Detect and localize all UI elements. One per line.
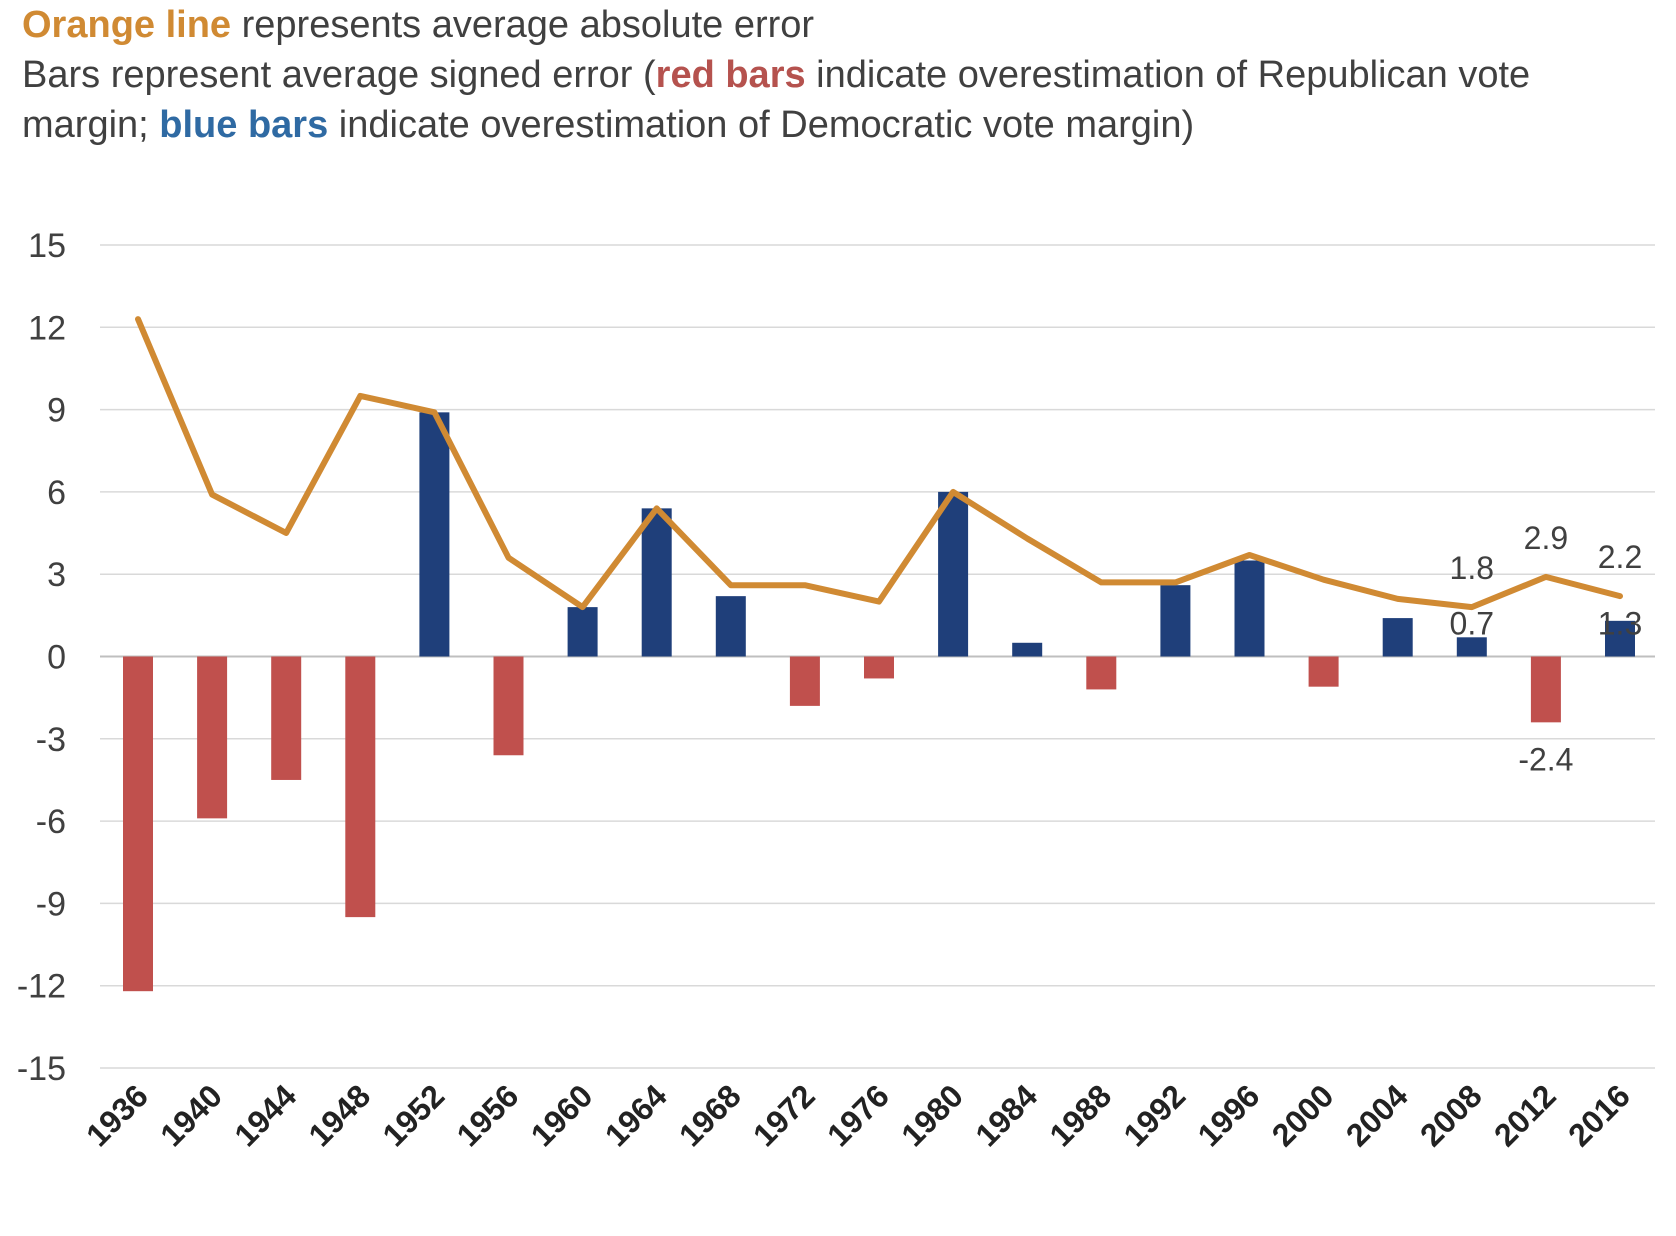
bar-1984 [1012,642,1043,657]
bar-2012 [1530,656,1561,723]
y-tick-label: 9 [47,392,66,430]
x-axis-ticks: 1936194019441948195219561960196419681972… [79,1077,1637,1153]
data-label-bar-2016: 1.3 [1598,606,1642,642]
x-tick-label: 1944 [227,1077,303,1153]
data-label-line-2016: 2.2 [1598,539,1642,575]
bar-1972 [789,656,820,706]
data-label-line-2008: 1.8 [1450,550,1494,586]
bar-1956 [493,656,524,756]
x-tick-label: 1952 [376,1077,452,1153]
absolute-error-line [135,316,1623,611]
bar-2004 [1382,618,1413,657]
x-tick-label: 1960 [524,1077,600,1153]
x-tick-label: 1972 [746,1077,822,1153]
bar-1936 [123,656,153,992]
y-tick-label: 12 [28,309,66,347]
x-tick-label: 1948 [301,1077,377,1153]
x-tick-label: 1988 [1042,1077,1118,1153]
y-tick-label: -15 [17,1050,66,1088]
x-tick-label: 1992 [1117,1077,1193,1153]
y-tick-label: -3 [36,721,66,759]
legend-text: Orange line represents average absolute … [22,0,1662,150]
bar-1944 [271,656,302,780]
bar-1964 [641,508,672,657]
bar-2000 [1308,656,1339,687]
x-tick-label: 2016 [1561,1077,1637,1153]
y-tick-label: -6 [36,803,66,841]
x-tick-label: 1976 [820,1077,896,1153]
x-tick-label: 2004 [1339,1077,1415,1153]
bar-1996 [1234,560,1265,657]
x-tick-label: 1940 [153,1077,229,1153]
data-labels: 1.8 2.9 2.2 0.7 1.3 -2.4 [1450,520,1643,777]
legend-blue-bars-label: blue bars [159,104,329,146]
bar-2016 [1605,620,1635,657]
bar-1980 [938,491,969,657]
bar-1960 [567,607,598,657]
legend-red-bars-label: red bars [655,54,806,96]
legend-line-1-text: represents average absolute error [231,4,815,46]
bar-1992 [1160,585,1191,657]
x-tick-label: 2008 [1413,1077,1489,1153]
legend-line-2: Bars represent average signed error (red… [22,50,1662,150]
data-label-bar-2012: -2.4 [1518,741,1573,777]
bar-1988 [1086,656,1117,690]
x-tick-label: 1936 [79,1077,155,1153]
x-tick-label: 1968 [672,1077,748,1153]
y-axis-ticks: 15 12 9 6 3 0 -3 -6 -9 -12 -15 [17,227,66,1088]
y-tick-label: 6 [47,474,66,512]
bar-2008 [1456,637,1487,657]
x-tick-label: 1964 [598,1077,674,1153]
x-tick-label: 2000 [1265,1077,1341,1153]
legend-orange-line-label: Orange line [22,4,232,46]
x-tick-label: 1996 [1191,1077,1267,1153]
legend-line-2-text-a: Bars represent average signed error ( [22,54,656,96]
absolute-error-polyline [135,316,1623,611]
y-tick-label: -12 [17,968,66,1006]
data-label-bar-2008: 0.7 [1450,606,1494,642]
bar-1940 [197,656,228,819]
bar-1952 [419,412,450,657]
x-tick-label: 1980 [894,1077,970,1153]
data-label-line-2012: 2.9 [1524,520,1568,556]
legend-line-2-text-b: indicate overestimation of Republican vo… [22,54,1531,146]
y-tick-label: 15 [28,227,66,265]
y-tick-label: 0 [47,639,66,677]
bar-1948 [345,656,376,918]
legend-line-1: Orange line represents average absolute … [22,0,1662,50]
bar-1968 [715,596,746,657]
x-tick-label: 2012 [1487,1077,1563,1153]
x-tick-label: 1956 [450,1077,526,1153]
y-tick-label: 3 [47,556,66,594]
bar-1976 [864,656,894,679]
x-tick-label: 1984 [968,1077,1044,1153]
y-tick-label: -9 [36,885,66,923]
legend-line-2-text-c: indicate overestimation of Democratic vo… [328,104,1195,146]
signed-error-bars [123,412,1635,992]
